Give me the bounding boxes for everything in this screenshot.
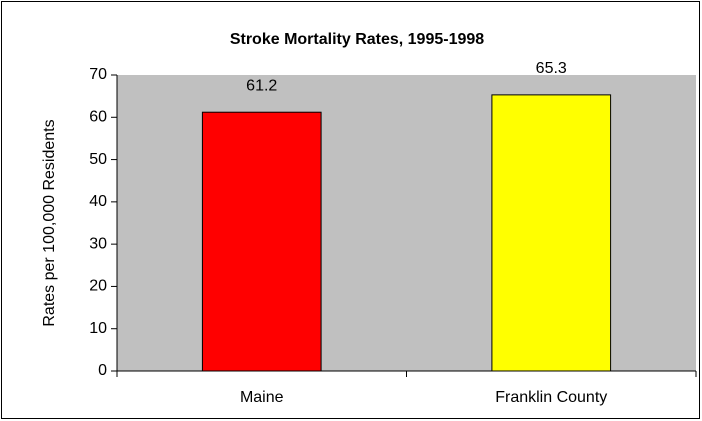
x-tick-label: Maine <box>240 389 284 406</box>
x-tick-label: Franklin County <box>495 389 607 406</box>
y-tick-label: 70 <box>89 66 107 83</box>
y-tick-label: 60 <box>89 109 107 126</box>
bar <box>201 111 322 372</box>
y-tick-label: 40 <box>89 193 107 210</box>
y-tick-label: 30 <box>89 235 107 252</box>
data-label: 61.2 <box>246 77 277 94</box>
y-tick-label: 50 <box>89 151 107 168</box>
y-axis-label: Rates per 100,000 Residents <box>41 119 58 326</box>
data-label: 65.3 <box>536 60 567 77</box>
chart-title: Stroke Mortality Rates, 1995-1998 <box>230 31 484 48</box>
y-tick-label: 20 <box>89 278 107 295</box>
bar <box>491 94 612 372</box>
y-tick-label: 10 <box>89 320 107 337</box>
y-tick-label: 0 <box>98 362 107 379</box>
